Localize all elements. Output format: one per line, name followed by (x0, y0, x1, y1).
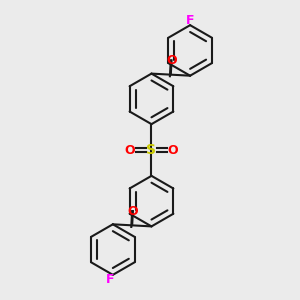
Text: S: S (146, 143, 157, 157)
Text: F: F (186, 14, 194, 27)
Text: O: O (166, 54, 177, 67)
Text: O: O (168, 143, 178, 157)
Text: O: O (125, 143, 135, 157)
Text: O: O (128, 205, 138, 218)
Text: F: F (106, 273, 114, 286)
